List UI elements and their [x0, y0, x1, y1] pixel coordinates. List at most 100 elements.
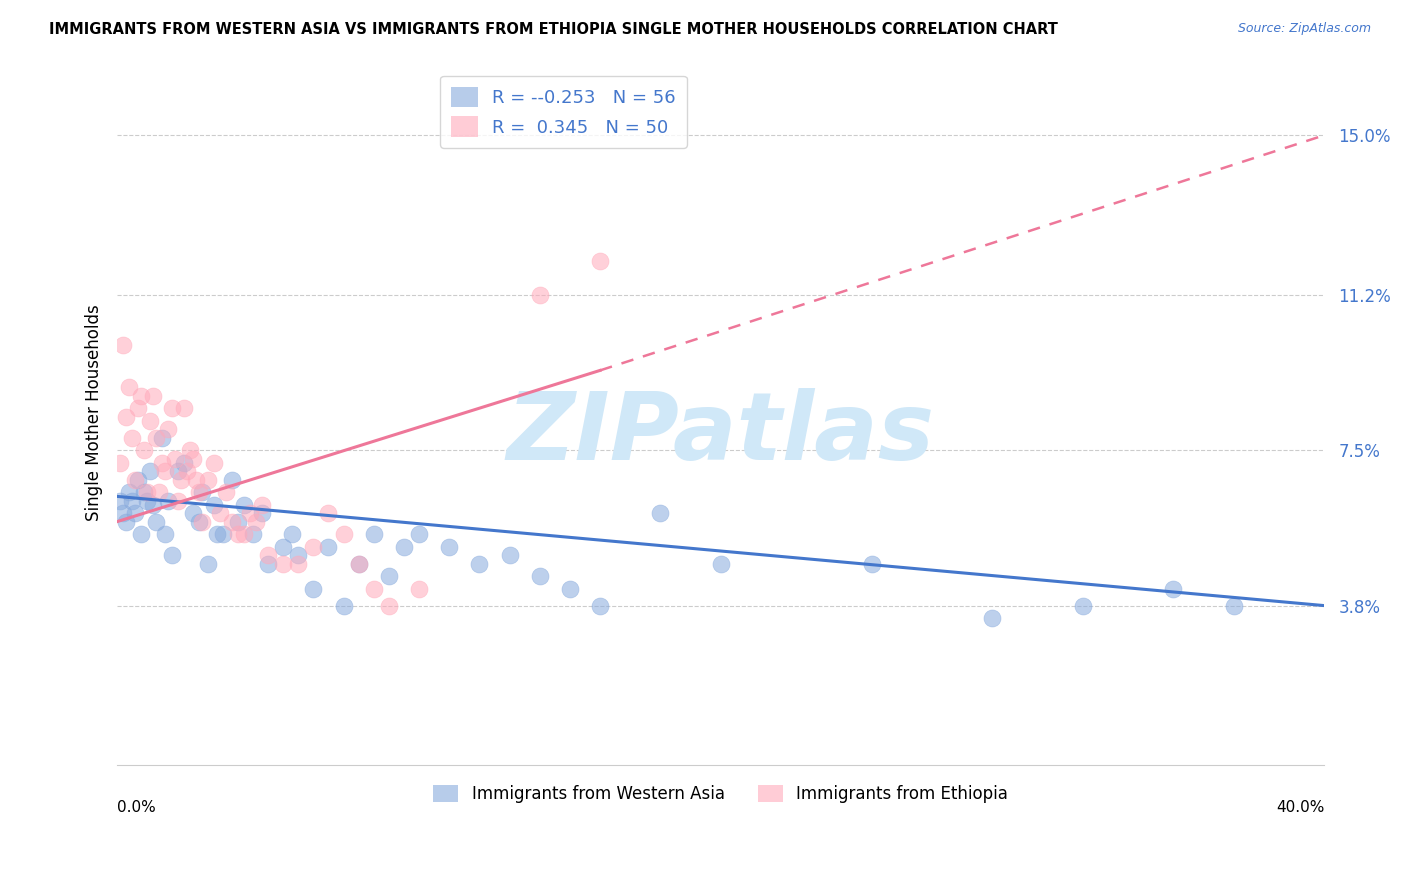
Point [287, 557, 309, 571]
Point [157, 422, 180, 436]
Point [148, 485, 170, 500]
Point [179, 443, 201, 458]
Point [468, 557, 491, 571]
Point [318, 540, 340, 554]
Point [169, 473, 191, 487]
Point [250, 498, 273, 512]
Point [239, 506, 262, 520]
Point [115, 515, 138, 529]
Point [163, 451, 186, 466]
Point [981, 611, 1004, 625]
Point [1163, 582, 1185, 596]
Point [529, 287, 551, 301]
Point [145, 515, 167, 529]
Point [529, 569, 551, 583]
Point [124, 506, 146, 520]
Point [392, 540, 415, 554]
Point [127, 473, 149, 487]
Point [215, 485, 238, 500]
Legend: R = --0.253   N = 56, R =  0.345   N = 50: R = --0.253 N = 56, R = 0.345 N = 50 [440, 76, 688, 148]
Point [437, 540, 460, 554]
Point [257, 548, 280, 562]
Point [181, 451, 204, 466]
Point [211, 527, 233, 541]
Y-axis label: Single Mother Households: Single Mother Households [86, 304, 103, 521]
Point [281, 527, 304, 541]
Point [271, 557, 294, 571]
Point [142, 498, 165, 512]
Point [136, 493, 159, 508]
Point [121, 431, 143, 445]
Point [134, 485, 156, 500]
Point [157, 493, 180, 508]
Point [136, 485, 159, 500]
Point [190, 485, 212, 500]
Point [710, 557, 733, 571]
Point [108, 493, 131, 508]
Point [176, 464, 198, 478]
Point [318, 506, 340, 520]
Point [108, 456, 131, 470]
Point [332, 599, 354, 613]
Point [160, 401, 183, 416]
Point [250, 506, 273, 520]
Point [202, 498, 225, 512]
Point [408, 527, 430, 541]
Point [134, 443, 156, 458]
Point [242, 527, 264, 541]
Text: 0.0%: 0.0% [117, 800, 156, 815]
Point [127, 401, 149, 416]
Point [363, 527, 385, 541]
Point [226, 527, 249, 541]
Point [121, 493, 143, 508]
Point [233, 498, 256, 512]
Point [226, 515, 249, 529]
Point [160, 548, 183, 562]
Point [197, 557, 219, 571]
Point [860, 557, 883, 571]
Point [152, 456, 174, 470]
Text: IMMIGRANTS FROM WESTERN ASIA VS IMMIGRANTS FROM ETHIOPIA SINGLE MOTHER HOUSEHOLD: IMMIGRANTS FROM WESTERN ASIA VS IMMIGRAN… [49, 22, 1059, 37]
Point [184, 473, 207, 487]
Point [221, 473, 243, 487]
Point [166, 464, 188, 478]
Point [202, 456, 225, 470]
Point [142, 389, 165, 403]
Text: 40.0%: 40.0% [1277, 800, 1324, 815]
Point [145, 431, 167, 445]
Point [498, 548, 520, 562]
Point [233, 527, 256, 541]
Point [208, 506, 231, 520]
Point [139, 414, 162, 428]
Point [302, 540, 325, 554]
Point [173, 401, 195, 416]
Point [173, 456, 195, 470]
Point [139, 464, 162, 478]
Point [302, 582, 325, 596]
Point [187, 515, 209, 529]
Point [245, 515, 267, 529]
Point [155, 464, 177, 478]
Point [115, 409, 138, 424]
Point [589, 254, 612, 268]
Point [190, 515, 212, 529]
Point [1071, 599, 1094, 613]
Point [197, 473, 219, 487]
Point [271, 540, 294, 554]
Point [131, 527, 153, 541]
Point [112, 506, 135, 520]
Point [124, 473, 146, 487]
Point [221, 515, 243, 529]
Point [152, 431, 174, 445]
Point [131, 389, 153, 403]
Point [166, 493, 188, 508]
Point [187, 485, 209, 500]
Text: Source: ZipAtlas.com: Source: ZipAtlas.com [1237, 22, 1371, 36]
Point [650, 506, 672, 520]
Point [118, 485, 141, 500]
Point [378, 599, 401, 613]
Point [589, 599, 612, 613]
Point [118, 380, 141, 394]
Point [378, 569, 401, 583]
Point [112, 338, 135, 352]
